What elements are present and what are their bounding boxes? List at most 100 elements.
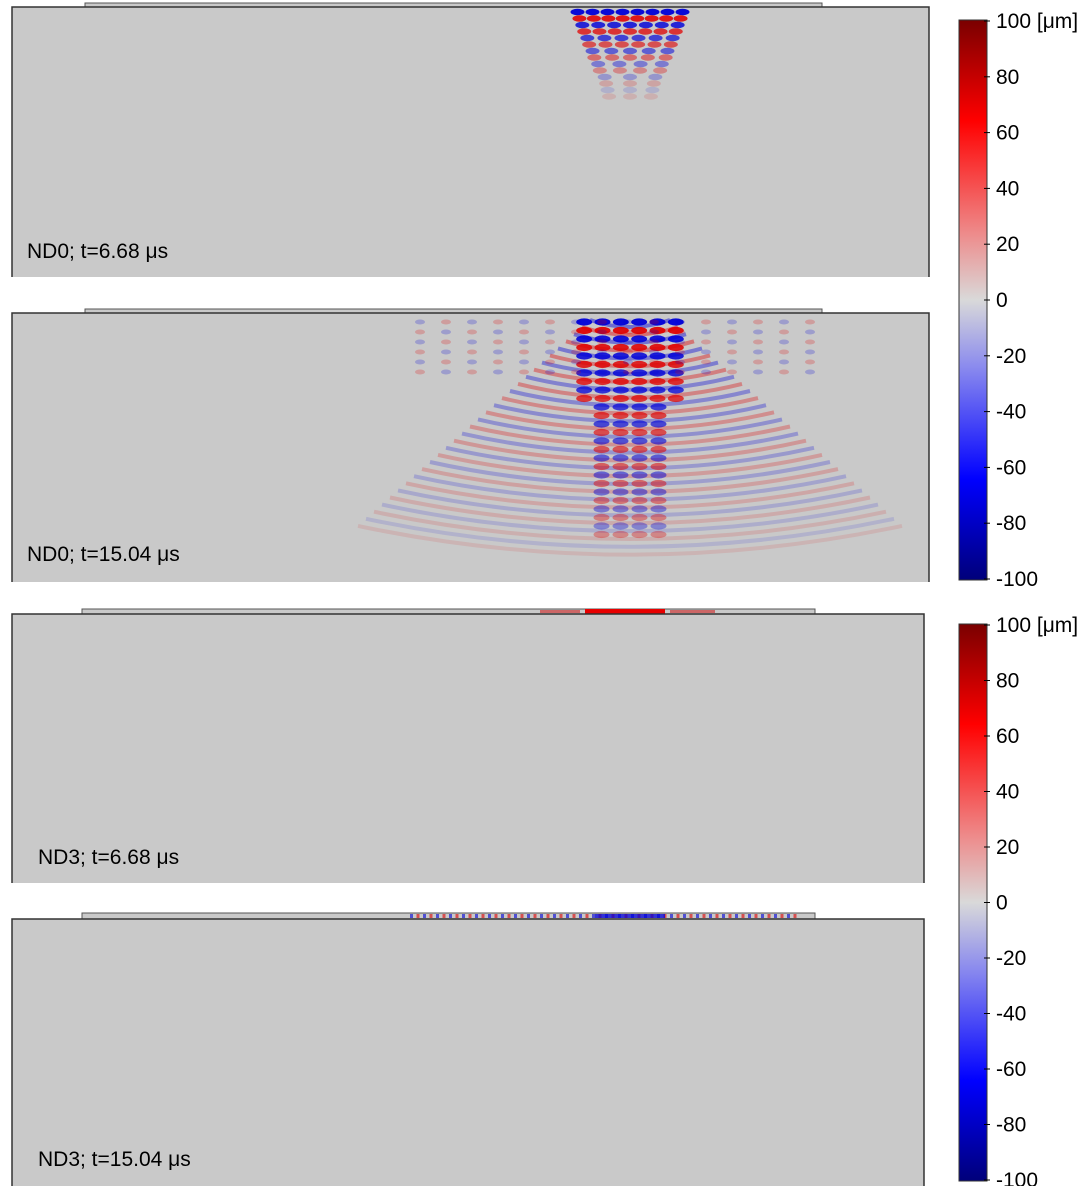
- wave-blob: [623, 21, 637, 29]
- wave-blob: [576, 335, 593, 343]
- surface-dash: [728, 914, 732, 918]
- surface-dash: [507, 914, 511, 918]
- wave-blob: [580, 34, 595, 42]
- wave-blob: [675, 349, 685, 355]
- plate-outline: [11, 918, 925, 1186]
- wave-arc: [357, 523, 903, 557]
- wave-blob: [612, 411, 629, 420]
- surface-dash: [546, 914, 550, 918]
- wave-blob: [615, 15, 630, 22]
- wave-blob: [593, 437, 610, 445]
- colorbar-tick-label: 40: [996, 781, 1019, 804]
- wave-blob: [623, 28, 637, 35]
- wave-blob: [441, 359, 451, 365]
- wave-blob: [612, 352, 629, 360]
- wave-blob: [597, 369, 607, 375]
- wave-blob: [597, 349, 607, 355]
- wave-blob: [593, 428, 610, 437]
- surface-dash: [696, 914, 699, 918]
- wave-arc: [493, 403, 767, 424]
- wave-blob: [593, 479, 610, 488]
- wave-blob: [675, 359, 685, 365]
- wave-blob: [650, 428, 667, 437]
- wave-blob: [623, 93, 637, 100]
- wave-arc: [437, 452, 823, 479]
- wave-blob: [572, 15, 587, 22]
- wave-blob: [612, 471, 629, 479]
- wave-blob: [631, 34, 646, 42]
- wave-blob: [605, 54, 620, 61]
- wave-blob: [545, 369, 555, 375]
- wave-blob: [597, 319, 607, 325]
- wave-blob: [805, 369, 815, 375]
- wave-blob: [585, 47, 600, 55]
- wave-arc: [397, 488, 863, 518]
- panel-nd3-t2: ND3; t=15.04 μs: [11, 912, 925, 1186]
- wave-blob: [659, 15, 674, 22]
- wave-blob: [612, 60, 627, 68]
- wave-blob: [545, 359, 555, 365]
- wave-blob: [805, 349, 815, 355]
- wave-blob: [612, 67, 627, 74]
- wave-blob: [493, 339, 503, 345]
- surface-dash: [748, 914, 751, 918]
- wave-blob: [576, 369, 593, 377]
- wave-blob: [612, 445, 629, 454]
- wave-blob: [607, 21, 622, 29]
- wave-blob: [591, 60, 606, 68]
- wave-blob: [614, 41, 629, 48]
- wave-blob: [415, 369, 425, 375]
- wave-blob: [654, 60, 669, 68]
- wave-blob: [599, 80, 614, 87]
- plate-outline: [11, 613, 925, 883]
- surface-dash: [410, 914, 413, 918]
- wave-blob: [612, 428, 629, 437]
- wave-blob: [631, 386, 648, 394]
- plate-outline: [11, 312, 930, 582]
- wave-arc: [365, 516, 895, 549]
- wave-blob: [667, 335, 684, 343]
- surface-dash: [527, 914, 530, 918]
- colorbar-bottom: 100 [μm] 80 60 40 20 0 -20 -40 -60 -80 -100: [958, 614, 1078, 1186]
- wave-blob: [519, 319, 529, 325]
- wave-blob: [597, 359, 607, 365]
- wave-blob: [612, 318, 629, 326]
- surface-wave-mixed: [410, 914, 797, 918]
- wave-blob: [648, 73, 663, 81]
- wave-blob: [441, 369, 451, 375]
- wave-blob: [638, 21, 653, 29]
- colorbar-tick-label: -20: [996, 345, 1026, 368]
- wave-blob: [593, 420, 610, 428]
- wave-blob: [576, 352, 593, 360]
- colorbar-tick-label: 20: [996, 836, 1019, 859]
- wave-blob: [653, 67, 668, 74]
- surface-dash: [579, 914, 582, 918]
- wave-blob: [646, 80, 661, 87]
- wave-arc: [469, 424, 791, 447]
- wave-blob: [667, 394, 684, 403]
- surface-dash: [793, 914, 797, 918]
- wave-blob: [631, 369, 648, 377]
- wave-blob: [660, 8, 675, 16]
- wave-blob: [650, 462, 667, 471]
- wave-blob: [727, 359, 737, 365]
- surface-dash: [423, 914, 426, 918]
- wave-blob: [649, 335, 666, 343]
- wave-blob: [650, 471, 667, 479]
- wave-blob: [594, 369, 611, 377]
- wave-blob: [753, 369, 763, 375]
- wave-blob: [545, 329, 555, 335]
- wave-blob: [670, 21, 685, 29]
- wave-blob: [593, 530, 610, 539]
- wave-blob: [600, 8, 615, 16]
- surface-dash: [488, 914, 491, 918]
- wave-blob: [441, 329, 451, 335]
- wave-blob: [623, 329, 633, 335]
- wave-blob: [623, 54, 637, 61]
- plate-body: [12, 313, 929, 582]
- wave-blob: [649, 339, 659, 345]
- wave-blob: [602, 93, 617, 100]
- wave-blob: [612, 505, 629, 513]
- wave-blob: [587, 54, 602, 61]
- panel-nd0-t1: ND0; t=6.68 μs: [11, 2, 930, 277]
